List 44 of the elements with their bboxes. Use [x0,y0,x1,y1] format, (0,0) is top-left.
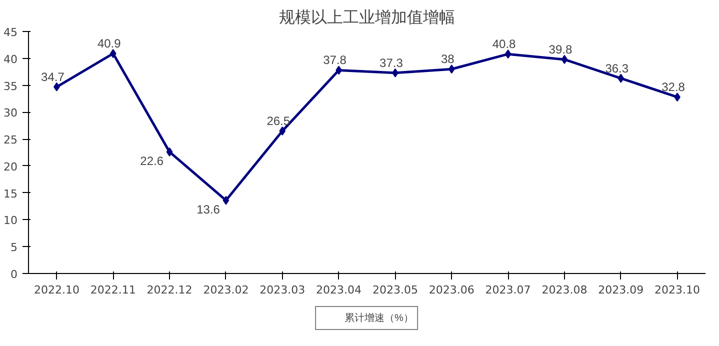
point [279,126,286,136]
y-tick-label: 30 [4,106,18,120]
chart-title: 规模以上工业增加值增幅 [279,8,455,26]
x-tick-label: 2023.09 [598,284,644,296]
data-label: 40.8 [492,37,516,52]
point [504,50,512,59]
x-tick-label: 2023.04 [316,284,362,296]
point [618,74,624,83]
point [110,49,116,58]
x-tick-label: 2022.11 [90,284,136,296]
point [448,64,455,74]
x-tick-label: 2023.02 [203,284,249,296]
data-label: 40.9 [97,36,122,51]
y-tick-label: 45 [4,26,18,39]
y-tick-label: 0 [10,268,18,281]
x-tick-label: 2023.05 [372,284,418,296]
point [561,54,568,64]
y-tick-label: 25 [4,134,18,147]
y-tick-label: 35 [4,80,18,93]
data-label: 37.8 [323,53,347,68]
x-tick-label: 2023.03 [260,284,306,296]
y-tick-label: 20 [4,160,18,174]
y-tick-label: 10 [4,214,18,228]
data-label: 32.8 [662,80,686,94]
data-label: 37.3 [380,56,404,70]
x-tick-label: 2023.10 [654,284,700,296]
point [222,196,230,205]
point [166,147,173,156]
x-tick-label: 2023.08 [542,284,588,296]
y-tick-label: 5 [10,241,18,254]
data-label: 38 [440,52,455,66]
y-tick-label: 15 [4,187,18,200]
data-label: 26.5 [266,114,290,128]
data-label: 13.6 [196,202,220,216]
data-label: 34.7 [41,70,65,84]
y-tick-label: 40 [4,52,18,66]
x-tick-label: 2022.12 [146,284,192,296]
x-tick-label: 2022.10 [34,284,80,296]
text: 累计增速（%） [344,312,414,325]
data-label: 36.3 [605,61,629,76]
data-label: 22.6 [140,154,164,168]
data-label: 39.8 [548,42,572,56]
x-tick-label: 2023.06 [428,284,474,296]
x-tick-label: 2023.07 [485,284,531,296]
